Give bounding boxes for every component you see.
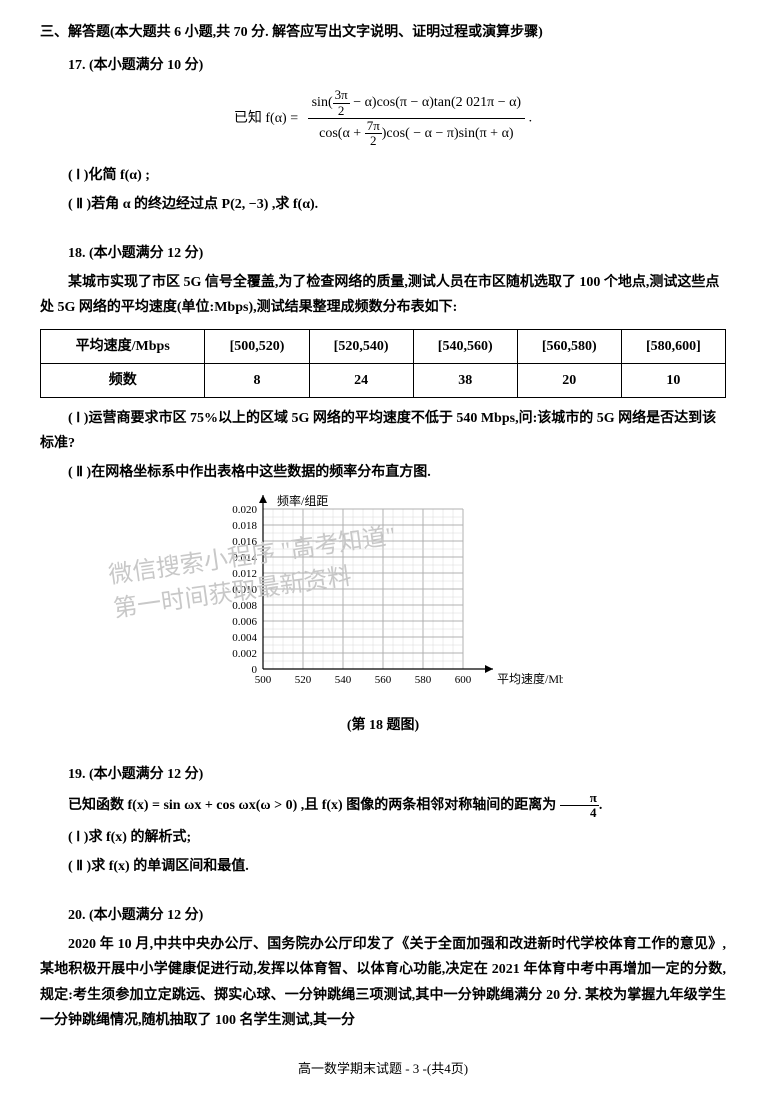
cell: 38: [413, 363, 517, 397]
svg-text:平均速度/Mbps: 平均速度/Mbps: [497, 671, 563, 686]
svg-text:0.014: 0.014: [232, 552, 257, 564]
q17-header: 17. (本小题满分 10 分): [40, 53, 726, 78]
q19-frac: π 4: [560, 791, 599, 821]
svg-text:0.010: 0.010: [232, 584, 257, 596]
q19-part1: ( Ⅰ )求 f(x) 的解析式;: [68, 825, 726, 850]
svg-text:560: 560: [375, 674, 392, 686]
question-19: 19. (本小题满分 12 分) 已知函数 f(x) = sin ωx + co…: [40, 762, 726, 879]
question-20: 20. (本小题满分 12 分) 2020 年 10 月,中共中央办公厅、国务院…: [40, 903, 726, 1033]
svg-text:0.018: 0.018: [232, 520, 257, 532]
svg-text:500: 500: [255, 674, 272, 686]
question-17: 17. (本小题满分 10 分) 已知 f(α) = sin(3π2 − α)c…: [40, 53, 726, 217]
svg-text:580: 580: [415, 674, 432, 686]
question-18: 18. (本小题满分 12 分) 某城市实现了市区 5G 信号全覆盖,为了检查网…: [40, 241, 726, 738]
q17-fraction: sin(3π2 − α)cos(π − α)tan(2 021π − α) co…: [308, 88, 525, 148]
q18-table: 平均速度/Mbps [500,520) [520,540) [540,560) …: [40, 329, 726, 398]
q18-intro: 某城市实现了市区 5G 信号全覆盖,为了检查网络的质量,测试人员在市区随机选取了…: [40, 270, 726, 320]
svg-text:0.008: 0.008: [232, 600, 257, 612]
section-title: 三、解答题(本大题共 6 小题,共 70 分. 解答应写出文字说明、证明过程或演…: [40, 20, 726, 45]
q20-header: 20. (本小题满分 12 分): [40, 903, 726, 928]
q17-part2: ( Ⅱ )若角 α 的终边经过点 P(2, −3) ,求 f(α).: [68, 192, 726, 217]
cell: 10: [621, 363, 725, 397]
svg-text:540: 540: [335, 674, 352, 686]
svg-text:600: 600: [455, 674, 472, 686]
q17-numerator: sin(3π2 − α)cos(π − α)tan(2 021π − α): [308, 88, 525, 119]
col-header: [520,540): [309, 329, 413, 363]
q18-part1: ( Ⅰ )运营商要求市区 75%以上的区域 5G 网络的平均速度不低于 540 …: [40, 406, 726, 456]
q18-part2: ( Ⅱ )在网格坐标系中作出表格中这些数据的频率分布直方图.: [40, 460, 726, 485]
svg-text:0.012: 0.012: [232, 568, 257, 580]
col-header: [580,600]: [621, 329, 725, 363]
q20-body: 2020 年 10 月,中共中央办公厅、国务院办公厅印发了《关于全面加强和改进新…: [40, 932, 726, 1033]
cell: 8: [205, 363, 309, 397]
cell: 20: [517, 363, 621, 397]
svg-text:0.016: 0.016: [232, 536, 257, 548]
svg-text:0.020: 0.020: [232, 504, 257, 516]
svg-text:0.004: 0.004: [232, 632, 257, 644]
histogram-grid: 00.0020.0040.0060.0080.0100.0120.0140.01…: [203, 489, 563, 699]
col-header: [500,520): [205, 329, 309, 363]
q19-part2: ( Ⅱ )求 f(x) 的单调区间和最值.: [68, 854, 726, 879]
page-footer: 高一数学期末试题 - 3 -(共4页): [40, 1057, 726, 1080]
cell: 24: [309, 363, 413, 397]
svg-text:0.006: 0.006: [232, 616, 257, 628]
table-row: 平均速度/Mbps [500,520) [520,540) [540,560) …: [41, 329, 726, 363]
table-row: 频数 8 24 38 20 10: [41, 363, 726, 397]
q17-formula: 已知 f(α) = sin(3π2 − α)cos(π − α)tan(2 02…: [40, 88, 726, 148]
q19-stem: 已知函数 f(x) = sin ωx + cos ωx(ω > 0) ,且 f(…: [40, 791, 726, 821]
q17-period: .: [529, 111, 533, 126]
q17-part1: ( Ⅰ )化简 f(α) ;: [68, 163, 726, 188]
q19-frac-d: 4: [560, 806, 599, 820]
q17-lead: 已知 f(α) =: [234, 106, 298, 131]
col-header: [540,560): [413, 329, 517, 363]
q19-tail: .: [599, 798, 603, 813]
q19-stem-a: 已知函数 f(x) = sin ωx + cos ωx(ω > 0) ,且 f(…: [68, 798, 556, 813]
q18-chart: 00.0020.0040.0060.0080.0100.0120.0140.01…: [203, 489, 563, 737]
svg-text:0.002: 0.002: [232, 648, 257, 660]
col-header: [560,580): [517, 329, 621, 363]
q19-header: 19. (本小题满分 12 分): [40, 762, 726, 787]
q19-frac-n: π: [560, 791, 599, 806]
q18-header: 18. (本小题满分 12 分): [40, 241, 726, 266]
q17-denominator: cos(α + 7π2)cos( − α − π)sin(π + α): [308, 119, 525, 149]
q18-caption: (第 18 题图): [203, 713, 563, 738]
row-label: 平均速度/Mbps: [41, 329, 205, 363]
svg-text:频率/组距: 频率/组距: [277, 493, 328, 508]
svg-text:520: 520: [295, 674, 312, 686]
row-label: 频数: [41, 363, 205, 397]
